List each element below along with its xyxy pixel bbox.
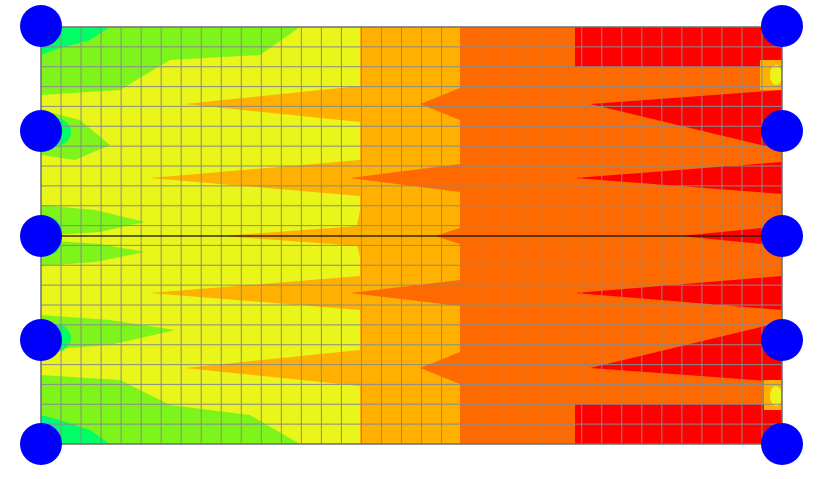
contour-band-green-mid-left-3 xyxy=(41,240,145,266)
contour-finger-red-4 xyxy=(575,276,782,310)
contour-finger-dark-orange-5 xyxy=(420,352,460,384)
contour-finger-orange-1 xyxy=(185,86,360,122)
right-support-node-2 xyxy=(761,110,803,152)
right-support-node-5 xyxy=(761,423,803,465)
right-support-node-1 xyxy=(761,5,803,47)
contour-band-right-edge-yellow xyxy=(770,65,782,85)
left-support-node-1 xyxy=(20,5,62,47)
left-support-node-4 xyxy=(20,319,62,361)
contour-band-green-bottom-left xyxy=(41,375,300,444)
contour-finger-orange-2 xyxy=(150,160,360,196)
right-support-node-4 xyxy=(761,319,803,361)
right-support-node-3 xyxy=(761,215,803,257)
contour-band-right-edge-yellow-2 xyxy=(770,386,782,406)
left-support-node-5 xyxy=(20,423,62,465)
contour-finger-dark-orange-1 xyxy=(420,88,460,120)
left-support-node-3 xyxy=(20,215,62,257)
contour-finger-orange-5 xyxy=(185,350,360,386)
contour-finger-red-1 xyxy=(590,90,782,150)
left-support-node-2 xyxy=(20,110,62,152)
support-nodes xyxy=(20,5,803,465)
contour-finger-dark-orange-2 xyxy=(350,164,460,192)
contour-band-green-top-left xyxy=(41,27,300,95)
contour-band-green-mid-left-2 xyxy=(41,205,145,236)
contour-finger-orange-4 xyxy=(150,276,360,310)
contour-finger-dark-orange-4 xyxy=(350,280,460,306)
contour-finger-red-5 xyxy=(590,322,782,382)
contour-band-green-mid-left-4 xyxy=(41,315,175,350)
